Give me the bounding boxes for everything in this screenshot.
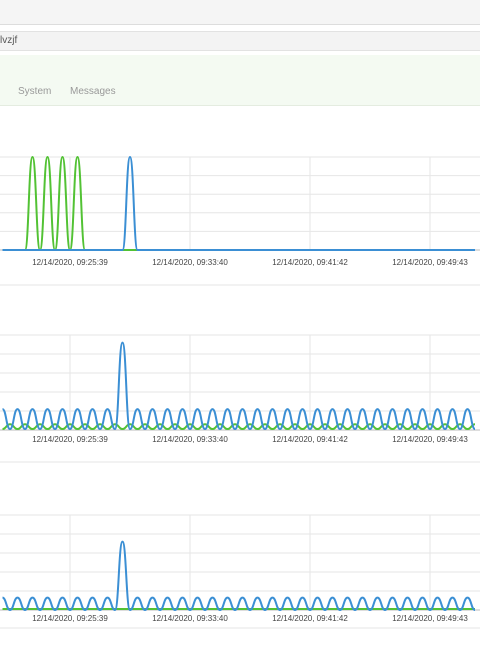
series-line — [2, 540, 476, 612]
series-line — [2, 155, 475, 252]
x-tick-label: 12/14/2020, 09:25:39 — [32, 614, 108, 623]
breadcrumb[interactable]: lvzjf — [0, 31, 480, 51]
tab[interactable]: Messages — [70, 86, 116, 97]
top-bar — [0, 0, 480, 25]
x-tick-label: 12/14/2020, 09:49:43 — [392, 258, 468, 267]
x-tick-label: 12/14/2020, 09:33:40 — [152, 258, 228, 267]
tab-panel — [0, 55, 480, 106]
x-tick-label: 12/14/2020, 09:25:39 — [32, 435, 108, 444]
x-tick-label: 12/14/2020, 09:41:42 — [272, 435, 348, 444]
x-tick-label: 12/14/2020, 09:41:42 — [272, 614, 348, 623]
x-tick-label: 12/14/2020, 09:49:43 — [392, 614, 468, 623]
x-tick-label: 12/14/2020, 09:41:42 — [272, 258, 348, 267]
series-line — [2, 155, 475, 252]
x-tick-label: 12/14/2020, 09:25:39 — [32, 258, 108, 267]
series-line — [2, 423, 476, 431]
tab[interactable]: System — [18, 86, 52, 97]
x-tick-label: 12/14/2020, 09:33:40 — [152, 614, 228, 623]
x-tick-label: 12/14/2020, 09:33:40 — [152, 435, 228, 444]
series-line — [1, 341, 476, 431]
x-tick-label: 12/14/2020, 09:49:43 — [392, 435, 468, 444]
